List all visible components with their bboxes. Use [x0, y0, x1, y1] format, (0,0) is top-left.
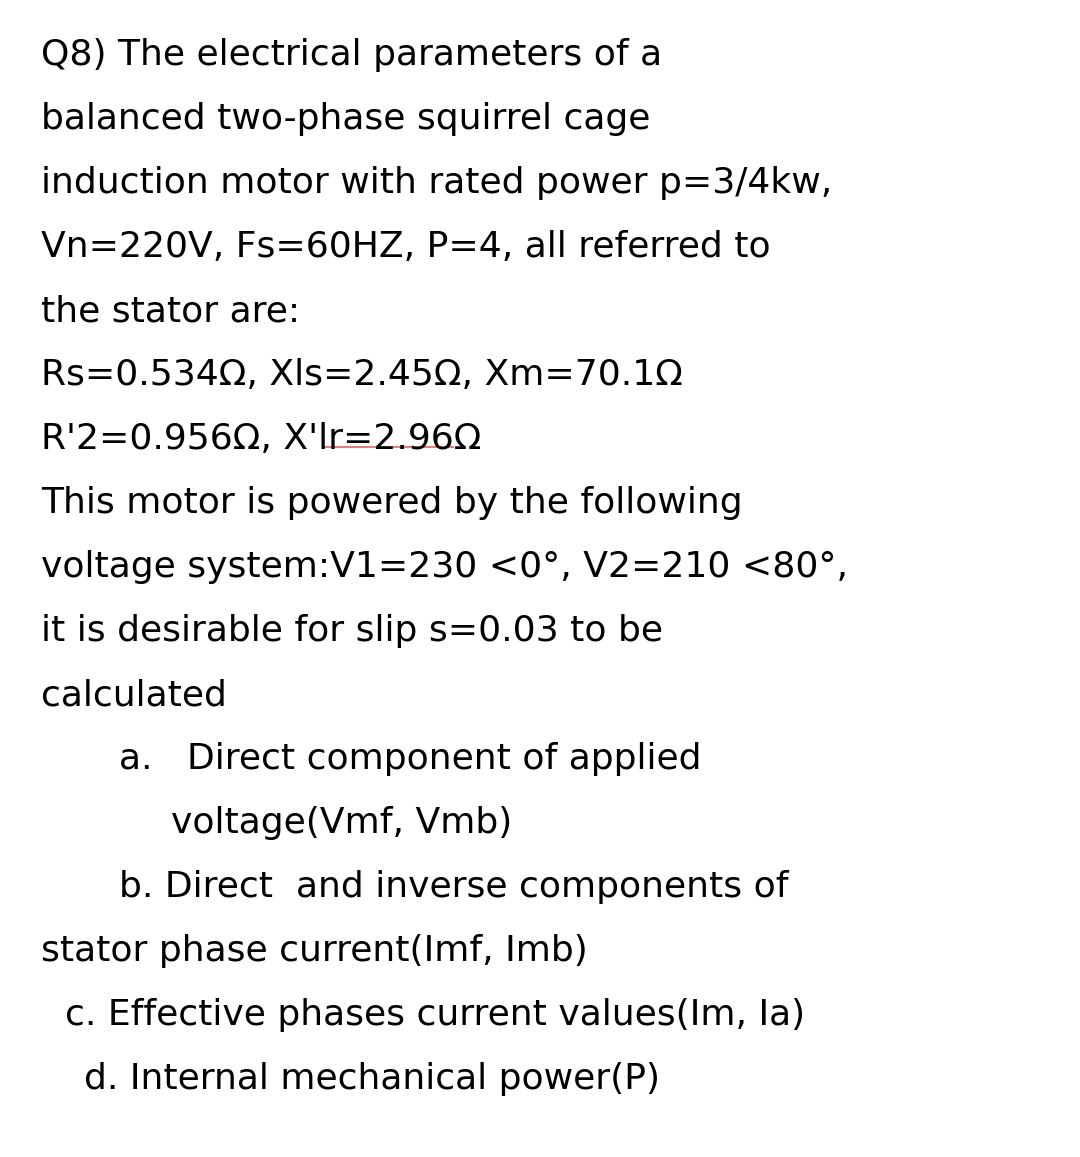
Text: Rs=0.534Ω, Xls=2.45Ω, Xm=70.1Ω: Rs=0.534Ω, Xls=2.45Ω, Xm=70.1Ω — [41, 358, 683, 392]
Text: balanced two-phase squirrel cage: balanced two-phase squirrel cage — [41, 102, 650, 137]
Text: Vn=220V, Fs=60HZ, P=4, all referred to: Vn=220V, Fs=60HZ, P=4, all referred to — [41, 230, 771, 264]
Text: a.   Direct component of applied: a. Direct component of applied — [119, 742, 701, 776]
Text: This motor is powered by the following: This motor is powered by the following — [41, 486, 743, 519]
Text: R'2=0.956Ω, X'lr=2.96Ω: R'2=0.956Ω, X'lr=2.96Ω — [41, 422, 482, 456]
Text: d. Internal mechanical power(P): d. Internal mechanical power(P) — [84, 1062, 660, 1096]
Text: Q8) The electrical parameters of a: Q8) The electrical parameters of a — [41, 38, 662, 72]
Text: the stator are:: the stator are: — [41, 294, 300, 327]
Text: calculated: calculated — [41, 678, 227, 712]
Text: stator phase current(Imf, Imb): stator phase current(Imf, Imb) — [41, 934, 588, 968]
Text: b. Direct  and inverse components of: b. Direct and inverse components of — [119, 870, 788, 904]
Text: induction motor with rated power p=3/4kw,: induction motor with rated power p=3/4kw… — [41, 165, 833, 200]
Text: c. Effective phases current values(Im, Ia): c. Effective phases current values(Im, I… — [65, 998, 805, 1032]
Text: voltage system:V1=230 <0°, V2=210 <80°,: voltage system:V1=230 <0°, V2=210 <80°, — [41, 550, 848, 584]
Text: voltage(Vmf, Vmb): voltage(Vmf, Vmb) — [171, 806, 512, 840]
Text: it is desirable for slip s=0.03 to be: it is desirable for slip s=0.03 to be — [41, 614, 663, 648]
